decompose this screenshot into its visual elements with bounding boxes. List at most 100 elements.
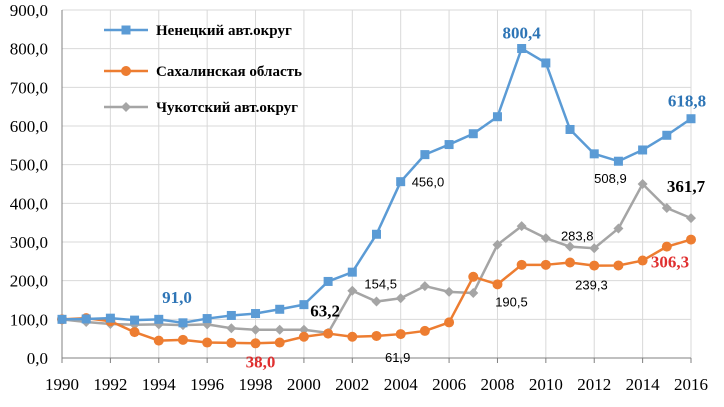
series-group (57, 44, 696, 349)
data-point (298, 324, 309, 335)
data-point (371, 330, 382, 341)
y-tick-label: 800,0 (10, 40, 48, 59)
x-tick-label: 2004 (384, 375, 419, 394)
data-point (130, 315, 140, 325)
data-point (516, 221, 527, 232)
data-point (202, 337, 213, 348)
data-point (541, 58, 551, 68)
data-point (540, 233, 551, 244)
y-tick-label: 500,0 (10, 156, 48, 175)
data-point (274, 337, 285, 348)
data-point (347, 331, 358, 342)
legend-label: Чукотский авт.округ (156, 100, 298, 116)
legend-marker (121, 66, 131, 76)
data-point (57, 314, 67, 324)
legend-marker (121, 25, 131, 35)
x-tick-label: 1998 (239, 375, 273, 394)
data-point (396, 177, 406, 187)
annotations: 800,4 618,8 91,0 456,0 508,9 361,7 283,8 154,5 6… (162, 24, 706, 372)
data-point (226, 323, 237, 334)
x-tick-label: 2006 (432, 375, 466, 394)
data-point (468, 129, 478, 139)
series-1 (57, 44, 696, 328)
data-point (154, 314, 164, 324)
data-point (250, 324, 261, 335)
data-point (81, 314, 91, 324)
series-line (61, 182, 692, 335)
y-tick-label: 900,0 (10, 1, 48, 20)
annotation-label: 63,2 (310, 302, 340, 321)
data-point (251, 309, 261, 319)
series-3 (57, 179, 696, 338)
annotation-label: 283,8 (561, 228, 594, 243)
data-point (468, 288, 479, 299)
data-point (371, 296, 382, 307)
legend-item: Чукотский авт.округ (104, 100, 298, 116)
data-point (565, 124, 575, 134)
y-tick-label: 700,0 (10, 78, 48, 97)
data-point (202, 314, 212, 324)
annotation-label: 61,9 (385, 350, 410, 365)
data-point (613, 260, 624, 271)
data-point (661, 202, 672, 213)
x-tick-label: 1994 (142, 375, 177, 394)
data-point (589, 149, 599, 159)
annotation-label: 91,0 (162, 288, 192, 307)
annotation-label: 456,0 (412, 175, 445, 190)
y-tick-label: 600,0 (10, 117, 48, 136)
legend-item: Сахалинская область (104, 64, 302, 80)
annotation-label: 239,3 (575, 277, 608, 292)
y-tick-label: 400,0 (10, 194, 48, 213)
data-point (516, 259, 527, 270)
legend-item: Ненецкий авт.округ (104, 23, 292, 39)
data-point (347, 267, 357, 277)
data-point (105, 313, 115, 323)
x-tick-label: 2016 (674, 375, 708, 394)
x-tick-label: 1996 (190, 375, 224, 394)
data-point (686, 213, 696, 224)
data-point (177, 334, 188, 345)
x-tick-label: 2012 (577, 375, 611, 394)
x-tick-label: 2014 (626, 375, 661, 394)
data-point (565, 241, 576, 252)
data-point (274, 324, 285, 335)
data-point (226, 337, 237, 348)
data-point (468, 271, 479, 282)
data-point (686, 114, 696, 124)
x-tick-label: 2010 (529, 375, 563, 394)
annotation-label: 800,4 (503, 24, 542, 43)
y-tick-label: 0,0 (27, 349, 48, 368)
data-point (323, 328, 334, 339)
data-point (419, 325, 430, 336)
x-tick-label: 2008 (480, 375, 514, 394)
data-point (323, 276, 333, 286)
data-point (540, 259, 551, 270)
data-point (226, 310, 236, 320)
x-tick-label: 2000 (287, 375, 321, 394)
data-point (444, 140, 454, 150)
data-point (250, 338, 261, 349)
legend-marker (121, 102, 131, 112)
data-point (395, 329, 406, 340)
data-point (638, 145, 648, 155)
data-point (637, 179, 648, 189)
data-point (444, 317, 455, 328)
x-tick-label: 1992 (93, 375, 127, 394)
data-point (662, 130, 672, 140)
data-point (129, 327, 140, 338)
y-tick-label: 200,0 (10, 272, 48, 291)
data-point (613, 156, 623, 166)
data-point (661, 241, 672, 252)
data-point (492, 239, 503, 250)
data-point (444, 286, 455, 297)
y-tick-labels: 0,0 100,0 200,0 300,0 400,0 500,0 600,0 700,0 80… (10, 1, 48, 368)
data-point (517, 44, 527, 54)
axes (61, 10, 691, 359)
x-tick-label: 2002 (335, 375, 369, 394)
annotation-label: 38,0 (246, 352, 276, 371)
data-point (492, 112, 502, 122)
data-point (178, 318, 188, 328)
y-tick-label: 300,0 (10, 233, 48, 252)
x-gridlines (61, 10, 692, 363)
